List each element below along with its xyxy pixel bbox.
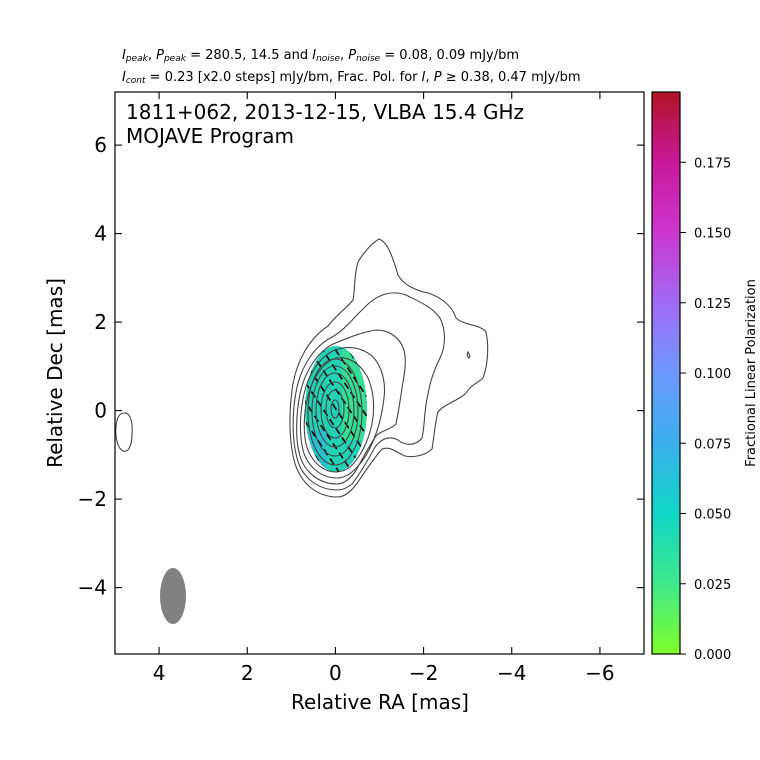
i-cont-symbol: I — [122, 70, 126, 85]
chart-title-line-2: MOJAVE Program — [126, 124, 294, 148]
i-symbol: I — [421, 70, 426, 85]
contour-level-7 — [311, 365, 359, 457]
plot-content — [115, 238, 489, 624]
contour-island-east — [115, 412, 133, 452]
plot-frame — [114, 91, 645, 655]
p-peak-subscript: peak — [163, 54, 186, 64]
contour-level-5 — [303, 357, 375, 473]
x-tick-label: 4 — [153, 661, 166, 685]
y-axis-label: Relative Dec [mas] — [43, 278, 67, 468]
colorbar-tick-label: 0.050 — [694, 508, 731, 523]
colorbar-ticks: 0.000 0.025 0.050 0.075 0.100 0.125 0.150 0.175 — [680, 156, 731, 663]
colorbar-tick-label: 0.025 — [694, 578, 731, 593]
contour-level-1 — [289, 238, 489, 498]
p-symbol: P — [433, 70, 442, 85]
colorbar-tick-label: 0.000 — [694, 648, 731, 663]
header-line-1: Ipeak, Ppeak = 280.5, 14.5 and Inoise, P… — [122, 48, 520, 64]
peak-values: = 280.5, 14.5 and — [190, 48, 309, 63]
contour-level-2 — [292, 292, 446, 491]
contour-text: = 0.23 [x2.0 steps] mJy/bm, Frac. Pol. f… — [149, 70, 418, 85]
y-tick-label: 2 — [94, 310, 107, 334]
contour-level-10 — [325, 389, 345, 429]
colorbar-tick-label: 0.100 — [694, 367, 731, 382]
x-axis-ticks: 4 2 0 −2 −4 −6 — [153, 92, 615, 685]
restoring-beam — [160, 568, 186, 624]
y-tick-label: −4 — [78, 576, 107, 600]
x-tick-label: 2 — [241, 661, 254, 685]
contour-island-west — [466, 350, 471, 360]
x-tick-label: −6 — [585, 661, 614, 685]
i-peak-subscript: peak — [125, 54, 148, 64]
y-axis-ticks: 6 4 2 0 −2 −4 — [78, 133, 644, 600]
y-tick-label: 6 — [94, 133, 107, 157]
contour-level-8 — [315, 372, 355, 448]
colorbar — [651, 91, 681, 655]
contour-level-6 — [307, 358, 363, 466]
evpa-vectors — [305, 346, 367, 472]
evpa-vector — [305, 360, 359, 472]
colorbar-tick-label: 0.150 — [694, 227, 731, 242]
colorbar-tick-label: 0.075 — [694, 437, 731, 452]
contours — [115, 238, 489, 498]
colorbar-tick-label: 0.125 — [694, 297, 731, 312]
evpa-vector — [313, 346, 367, 458]
cutoff-text: ≥ 0.38, 0.47 mJy/bm — [445, 70, 581, 85]
contour-level-9 — [320, 381, 350, 439]
p-noise-subscript: noise — [356, 54, 381, 64]
i-noise-symbol: I — [312, 48, 317, 63]
p-noise-symbol: P — [348, 48, 357, 63]
y-tick-label: −2 — [78, 487, 107, 511]
i-peak-symbol: I — [122, 48, 126, 63]
y-tick-label: 0 — [94, 399, 107, 423]
x-tick-label: 0 — [329, 661, 342, 685]
noise-values: = 0.08, 0.09 mJy/bm — [384, 48, 520, 63]
colorbar-label: Fractional Linear Polarization — [744, 279, 759, 467]
evpa-vector — [322, 346, 367, 452]
x-tick-label: −4 — [497, 661, 526, 685]
i-cont-subscript: cont — [125, 76, 146, 86]
p-peak-symbol: P — [156, 48, 164, 63]
contour-level-4 — [299, 347, 386, 479]
contour-level-3 — [296, 329, 406, 485]
i-noise-subscript: noise — [316, 54, 341, 64]
x-tick-label: −2 — [409, 661, 438, 685]
contour-level-11 — [330, 399, 340, 419]
header-line-2: Icont = 0.23 [x2.0 steps] mJy/bm, Frac. … — [122, 70, 581, 86]
evpa-vector — [305, 354, 367, 472]
x-axis-label: Relative RA [mas] — [291, 690, 469, 714]
y-tick-label: 4 — [94, 222, 107, 246]
colorbar-tick-label: 0.175 — [694, 156, 731, 171]
chart-title-line-1: 1811+062, 2013-12-15, VLBA 15.4 GHz — [126, 100, 524, 124]
